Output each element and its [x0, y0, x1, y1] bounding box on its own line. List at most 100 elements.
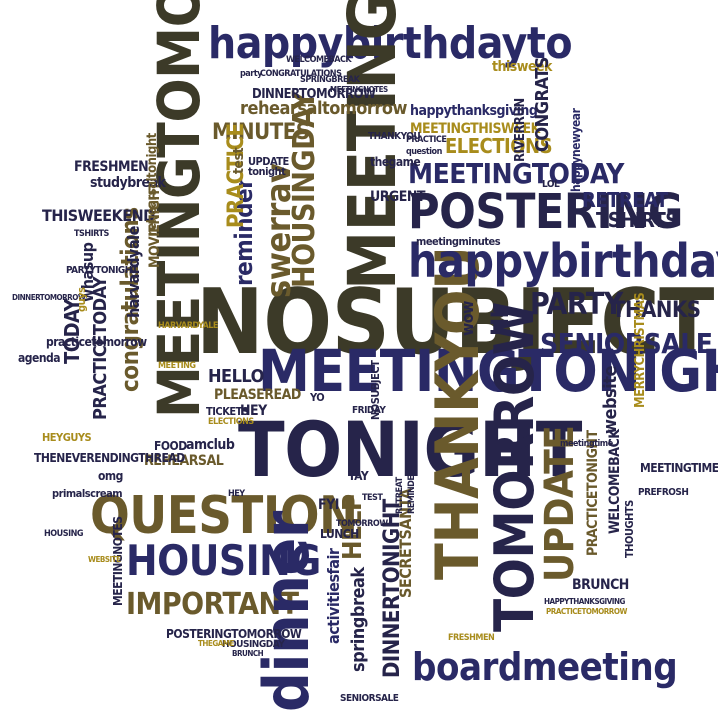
word-tshirts: TSHIRTS [596, 208, 678, 232]
word-boardmeeting: boardmeeting [412, 645, 678, 689]
word-hi: HI [486, 310, 514, 336]
word-primalscream: primalscream [52, 487, 123, 500]
word-practicetomorrow: practicetomorrow [46, 335, 147, 349]
word-question: QUESTION [90, 486, 358, 546]
word-partytonight: PARTYTONIGHT [66, 265, 138, 276]
word-congrats: CONGRATS [532, 57, 553, 152]
word-update-small: UPDATE [248, 155, 289, 168]
word-happynewyear: happynewyear [569, 108, 583, 192]
word-rehearsaltonight: rehearsaltonight [145, 133, 160, 236]
word-hey-small: HEY [228, 489, 245, 499]
word-meeting: MEETING [334, 0, 411, 290]
word-brunch-small: BRUNCH [232, 649, 264, 658]
word-elections-small: ELECTIONS [208, 417, 254, 427]
word-test: test [231, 147, 247, 174]
word-happythanksgiving-small: HAPPYTHANKSGIVING [544, 597, 625, 606]
word-heyguys: HEYGUYS [42, 431, 92, 444]
word-dinner: dinner [250, 511, 323, 712]
word-dinnertomorrow: DINNERTOMORROW [252, 87, 376, 102]
word-thegame: thegame [370, 155, 421, 169]
word-pleaseread: PLEASEREAD [214, 387, 301, 403]
word-rehearsaltomorrow: rehearsaltomorrow [240, 98, 407, 119]
word-retreat: RETREAT [582, 188, 668, 212]
word-seniorsale: SENIORSALE [540, 327, 713, 360]
word-yay: YAY [348, 469, 369, 483]
word-party-small: party [240, 69, 262, 79]
word-meetingnotes-small: MEETINGNOTES [330, 85, 388, 94]
word-website-small: WEBSITE [88, 555, 121, 564]
word-meetingtoday: MEETINGTODAY [408, 157, 624, 190]
word-thisweekend: THISWEEKEND [42, 206, 155, 225]
word-test-small: TEST [362, 493, 383, 503]
word-food: FOOD [154, 439, 187, 453]
word-wow: wow [458, 301, 477, 336]
word-practicetomorrow-small: PRACTICETOMORROW [546, 607, 627, 616]
word-posteringtomorrow: POSTERINGTOMORROW [166, 627, 302, 641]
word-merrychristmas: MERRYCHRISTMAS [633, 292, 648, 408]
word-thisweek: thisweek [492, 59, 552, 75]
word-harvardyale-small: HARVARDYALE [158, 321, 218, 331]
word-friday: FRIDAY [352, 405, 386, 416]
word-happybirthdayto: happybirthdayto [208, 18, 573, 69]
word-question-small: question [406, 147, 442, 157]
word-springbreak: springbreak [348, 567, 369, 672]
word-prefrosh: PREFROSH [638, 487, 689, 498]
word-housing: HOUSING [126, 536, 321, 585]
word-tomorrow-small: TOMORROW [336, 519, 388, 529]
word-update: UPDATE [537, 425, 583, 582]
word-urgent: URGENT [370, 189, 426, 205]
word-meetingtime-small: meetingtime [560, 439, 613, 449]
word-dinnertomorrow-small: DINNERTOMORROW [12, 293, 86, 302]
word-hello: HELLO [208, 366, 264, 387]
word-hey: HEY [240, 403, 267, 419]
word-agenda: agenda [18, 351, 61, 365]
word-minutes: MINUTES [212, 120, 310, 145]
word-practice: PRACTICE [224, 123, 249, 229]
word-amclub: amclub [186, 437, 235, 453]
word-party: PARTY [530, 287, 623, 322]
word-retreat-small: RETREAT [395, 477, 405, 514]
word-practice-small: PRACTICE [406, 135, 447, 145]
word-meeting-small: MEETING [158, 361, 196, 371]
word-happybirthday: happybirthday [408, 234, 718, 288]
word-nosubject-small: NOSUBJECT [369, 360, 382, 420]
word-congratulations-small: CONGRATULATIONS [260, 69, 342, 79]
word-thegame-small: THEGAME [198, 639, 234, 648]
word-riverrun: RIVERRUN [513, 98, 528, 162]
word-meetingthisweek: MEETINGTHISWEEK [410, 121, 540, 137]
word-brunch: BRUNCH [572, 577, 629, 593]
word-studybreak: studybreak [90, 175, 166, 191]
word-seniorsale-small: SENIORSALE [340, 693, 399, 704]
word-housing-small: HOUSING [44, 529, 84, 539]
word-postering: POSTERING [408, 184, 683, 240]
word-meetingtime: MEETINGTIME [640, 461, 718, 475]
word-nosubject: NOSUBJECT [196, 270, 714, 375]
word-freshmen-small: FRESHMEN [448, 633, 495, 643]
word-lunch: LUNCH [320, 527, 359, 541]
word-lol: LOL [542, 179, 560, 190]
word-happythanksgiving: happythanksgiving [410, 103, 538, 119]
word-housingday-small: HOUSINGDAY [222, 639, 285, 650]
word-thanks: THANKS [612, 298, 701, 323]
word-elections: ELECTIONS [445, 134, 553, 158]
word-tonight-small: tonight [248, 165, 286, 178]
word-tonight: TONIGHT [238, 405, 582, 494]
word-thankyou-small: THANKYOU [368, 131, 421, 142]
word-yo: YO [310, 391, 325, 404]
word-tickets: TICKETS [206, 405, 249, 418]
word-activitiesfair: activitiesfair [324, 548, 343, 644]
word-tomorrow: TOMORROW [483, 302, 546, 632]
word-thankyou: THANKYOU [423, 246, 493, 580]
word-meetingtonight: MEETINGTONIGHT [258, 337, 718, 405]
word-theneverendingthread: THENEVERENDINGTHREAD [34, 451, 185, 465]
word-practicetonight: PRACTICETONIGHT [585, 430, 601, 556]
word-swerrav: swerrav [259, 163, 299, 298]
word-springbreak-small: SPRINGBREAK [300, 75, 360, 85]
word-meetingminutes: meetingminutes [416, 235, 501, 248]
word-welcomeback-small: WELCOMEBACK [286, 55, 352, 65]
word-website: website [600, 366, 621, 434]
word-reminder-small: REMINDER [407, 469, 417, 514]
word-omg: omg [98, 469, 123, 483]
word-guys: guys [75, 287, 88, 312]
